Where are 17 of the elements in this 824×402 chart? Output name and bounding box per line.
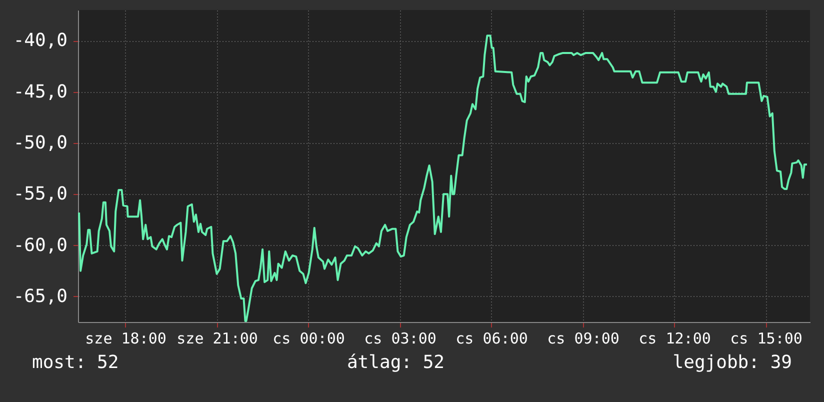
y-tick-label: -40,0 bbox=[13, 30, 68, 52]
x-tick-label: cs 06:00 bbox=[456, 330, 528, 348]
y-tick-label: -60,0 bbox=[13, 234, 68, 256]
x-tick-label: cs 09:00 bbox=[547, 330, 620, 348]
x-tick-label: cs 03:00 bbox=[364, 330, 436, 348]
x-tick-label: cs 12:00 bbox=[638, 330, 711, 348]
x-tick-label: sze 21:00 bbox=[176, 330, 258, 348]
y-tick-label: -45,0 bbox=[13, 81, 68, 102]
text: most: 52 bbox=[32, 352, 119, 373]
x-tick-label: cs 15:00 bbox=[730, 330, 802, 348]
y-tick-label: -55,0 bbox=[13, 184, 68, 205]
text: átlag: 52 bbox=[346, 352, 445, 373]
x-tick-label: sze 18:00 bbox=[85, 330, 166, 348]
y-tick-label: -65,0 bbox=[13, 286, 68, 307]
x-tick-label: cs 00:00 bbox=[272, 330, 345, 348]
text: legjobb: 39 bbox=[672, 352, 792, 373]
y-tick-label: -50,0 bbox=[13, 132, 68, 154]
